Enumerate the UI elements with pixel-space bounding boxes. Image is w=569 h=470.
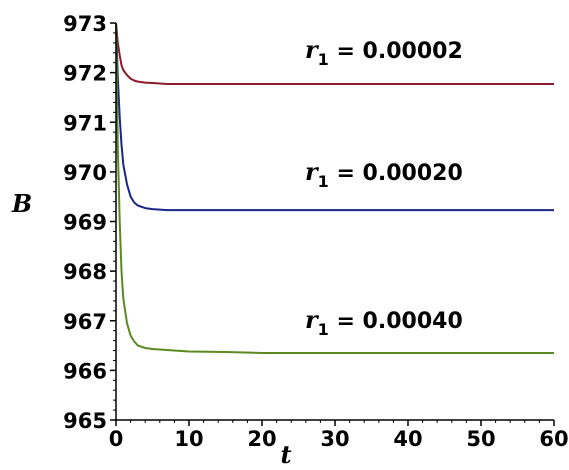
series-layer [115, 22, 554, 354]
y-tick-label: 971 [63, 111, 107, 135]
x-tick-label: 20 [247, 427, 276, 451]
y-tick-label: 970 [63, 161, 107, 185]
annotation-variable: r [305, 157, 320, 186]
annotation-value: = 0.00020 [329, 161, 463, 186]
x-tick-label: 40 [393, 427, 422, 451]
x-tick-label: 30 [320, 427, 349, 451]
series-annotation-3: r1 = 0.00040 [305, 305, 463, 339]
x-tick-label: 60 [539, 427, 568, 451]
x-tick-label: 10 [174, 427, 203, 451]
annotation-value: = 0.00002 [329, 39, 463, 64]
series-line-1 [115, 22, 554, 85]
axes-layer [115, 23, 554, 421]
annotation-variable: r [305, 35, 320, 64]
series-annotation-2: r1 = 0.00020 [305, 157, 463, 191]
annotation-value: = 0.00040 [329, 309, 463, 334]
annotation-subscript: 1 [318, 172, 329, 191]
series-line-3 [115, 22, 554, 354]
y-tick-label: 968 [63, 260, 107, 284]
x-tick-label: 50 [466, 427, 495, 451]
y-tick-label: 969 [63, 211, 107, 235]
series-line-2 [115, 22, 554, 212]
y-axis-label: B [11, 189, 32, 218]
series-annotation-1: r1 = 0.00002 [305, 35, 463, 69]
annotation-subscript: 1 [318, 320, 329, 339]
y-tick-label: 972 [63, 62, 107, 86]
ticks-layer: 0 10 20 30 40 50 60 965 966 967 968 969 970 971 972 973 [63, 12, 568, 451]
y-tick-label: 966 [63, 359, 107, 383]
annotation-subscript: 1 [318, 50, 329, 69]
y-tick-label: 967 [63, 310, 107, 334]
x-tick-label: 0 [109, 427, 124, 451]
y-tick-label: 965 [63, 409, 107, 433]
y-tick-label: 973 [63, 12, 107, 36]
x-axis-label: t [280, 440, 291, 469]
annotation-variable: r [305, 305, 320, 334]
